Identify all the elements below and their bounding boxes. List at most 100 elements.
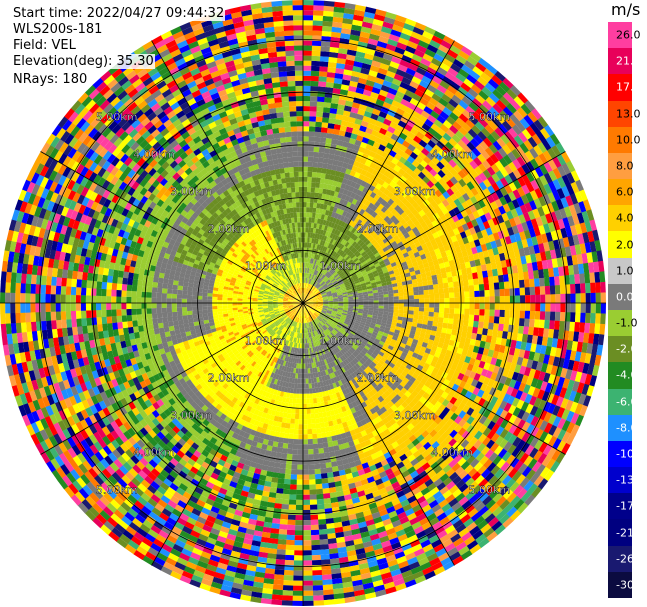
- velocity-cell: [308, 383, 312, 389]
- velocity-cell: [288, 304, 294, 307]
- velocity-cell: [181, 302, 187, 308]
- velocity-cell: [308, 273, 311, 279]
- velocity-cell: [275, 288, 281, 292]
- velocity-cell: [242, 298, 248, 302]
- velocity-cell: [320, 344, 324, 350]
- velocity-cell: [277, 286, 283, 290]
- velocity-cell: [265, 276, 271, 281]
- velocity-cell: [320, 291, 326, 295]
- velocity-cell: [287, 300, 293, 302]
- velocity-cell: [423, 315, 429, 321]
- velocity-cell: [287, 304, 293, 306]
- velocity-cell: [311, 307, 317, 311]
- velocity-cell: [262, 271, 268, 277]
- velocity-cell: [303, 308, 305, 313]
- velocity-cell: [257, 299, 263, 302]
- velocity-cell: [437, 322, 443, 328]
- velocity-cell: [202, 306, 208, 310]
- velocity-cell: [293, 303, 298, 305]
- velocity-cell: [260, 285, 266, 290]
- velocity-cell: [304, 293, 307, 299]
- velocity-cell: [207, 296, 213, 300]
- velocity-cell: [281, 320, 286, 325]
- velocity-cell: [287, 192, 292, 198]
- velocity-cell: [284, 316, 289, 321]
- velocity-cell: [259, 288, 265, 292]
- velocity-cell: [276, 314, 282, 319]
- velocity-cell: [299, 207, 304, 213]
- velocity-cell: [293, 304, 299, 306]
- velocity-cell: [312, 314, 317, 319]
- velocity-cell: [318, 260, 322, 267]
- velocity-cell: [261, 283, 267, 287]
- velocity-cell: [256, 320, 262, 324]
- velocity-cell: [270, 288, 276, 292]
- velocity-cell: [166, 307, 172, 313]
- velocity-cell: [310, 309, 315, 314]
- velocity-cell: [161, 293, 167, 299]
- velocity-cell: [161, 307, 167, 313]
- velocity-cell: [317, 322, 322, 328]
- velocity-cell: [321, 275, 326, 280]
- velocity-cell: [327, 308, 333, 311]
- velocity-cell: [311, 177, 317, 183]
- velocity-cell: [318, 272, 322, 278]
- velocity-cell: [290, 264, 294, 270]
- velocity-cell: [332, 310, 338, 313]
- velocity-cell: [285, 317, 290, 322]
- velocity-cell: [310, 309, 315, 314]
- velocity-cell: [294, 279, 297, 284]
- velocity-cell: [252, 307, 258, 310]
- velocity-cell: [299, 343, 302, 349]
- velocity-cell: [310, 309, 315, 313]
- velocity-cell: [303, 292, 305, 298]
- velocity-cell: [316, 340, 320, 346]
- velocity-cell: [191, 302, 197, 307]
- velocity-cell: [296, 288, 300, 294]
- velocity-cell: [328, 304, 334, 307]
- velocity-cell: [192, 314, 198, 319]
- velocity-cell: [277, 277, 282, 282]
- velocity-cell: [313, 289, 318, 293]
- velocity-cell: [306, 295, 310, 300]
- velocity-cell: [287, 265, 291, 271]
- velocity-cell: [343, 321, 350, 326]
- velocity-cell: [320, 281, 325, 286]
- velocity-cell: [303, 287, 305, 293]
- velocity-cell: [327, 319, 333, 324]
- velocity-cell: [313, 304, 319, 306]
- velocity-cell: [305, 227, 309, 233]
- velocity-cell: [259, 276, 265, 281]
- velocity-cell: [413, 310, 419, 316]
- velocity-cell: [278, 306, 284, 309]
- velocity-cell: [310, 192, 315, 198]
- velocity-cell: [277, 303, 283, 305]
- velocity-cell: [308, 278, 311, 284]
- velocity-cell: [275, 266, 280, 272]
- velocity-cell: [186, 302, 192, 308]
- velocity-cell: [323, 324, 328, 330]
- velocity-cell: [310, 263, 313, 269]
- velocity-cell: [310, 293, 315, 297]
- velocity-cell: [313, 281, 318, 287]
- velocity-cell: [305, 288, 308, 294]
- velocity-cell: [332, 336, 337, 342]
- velocity-cell: [287, 301, 293, 303]
- velocity-cell: [326, 266, 331, 272]
- velocity-cell: [286, 277, 290, 283]
- velocity-cell: [283, 328, 287, 333]
- velocity-cell: [288, 325, 292, 331]
- velocity-cell: [298, 333, 300, 339]
- velocity-cell: [257, 307, 263, 310]
- velocity-cell: [319, 422, 325, 428]
- velocity-cell: [342, 295, 348, 298]
- velocity-cell: [285, 323, 289, 329]
- velocity-cell: [309, 316, 313, 322]
- velocity-cell: [288, 298, 294, 301]
- velocity-cell: [298, 176, 304, 182]
- velocity-cell: [393, 303, 399, 307]
- velocity-cell: [328, 326, 333, 332]
- velocity-cell: [288, 299, 294, 302]
- velocity-cell: [207, 299, 213, 303]
- velocity-cell: [261, 328, 267, 333]
